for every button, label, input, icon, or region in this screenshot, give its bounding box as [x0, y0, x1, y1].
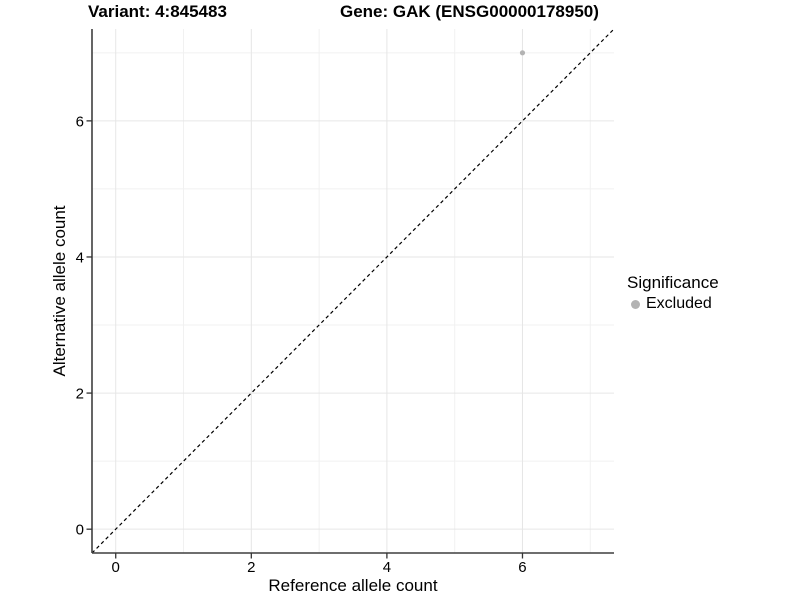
legend-item-excluded: Excluded	[627, 294, 719, 314]
plot-geometry: 0 2 4 6 0 2 4 6	[76, 28, 615, 576]
y-tick-label: 4	[76, 249, 84, 266]
y-axis-label: Alternative allele count	[50, 205, 69, 376]
x-tick-label: 4	[383, 559, 391, 576]
legend: Significance Excluded	[627, 272, 719, 314]
y-tick-label: 0	[76, 522, 84, 539]
legend-title: Significance	[627, 273, 719, 292]
x-tick-label: 0	[112, 559, 120, 576]
identity-dashed-line	[91, 28, 615, 554]
legend-point-swatch	[631, 299, 640, 309]
y-tick-label: 6	[76, 113, 84, 130]
y-tick-label: 2	[76, 386, 84, 403]
plot-title-gene: Gene: GAK (ENSG00000178950)	[340, 2, 599, 21]
x-axis-label: Reference allele count	[268, 576, 437, 595]
data-point-excluded	[519, 50, 526, 56]
legend-item-label: Excluded	[646, 295, 712, 312]
plot-title-variant: Variant: 4:845483	[88, 2, 227, 21]
x-tick-label: 6	[518, 559, 526, 576]
x-tick-label: 2	[247, 559, 255, 576]
